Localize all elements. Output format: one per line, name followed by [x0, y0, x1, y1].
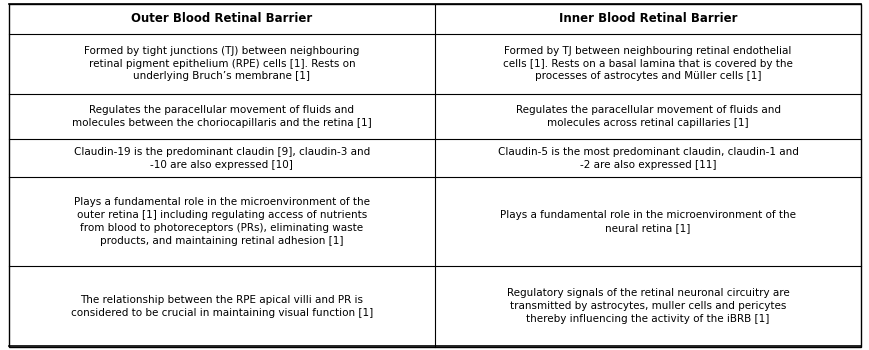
- Text: Formed by TJ between neighbouring retinal endothelial
cells [1]. Rests on a basa: Formed by TJ between neighbouring retina…: [502, 46, 793, 82]
- Text: Formed by tight junctions (TJ) between neighbouring
retinal pigment epithelium (: Formed by tight junctions (TJ) between n…: [84, 46, 359, 82]
- Text: Regulates the paracellular movement of fluids and
molecules across retinal capil: Regulates the paracellular movement of f…: [515, 105, 779, 128]
- Text: Regulates the paracellular movement of fluids and
molecules between the chorioca: Regulates the paracellular movement of f…: [72, 105, 371, 128]
- Text: Inner Blood Retinal Barrier: Inner Blood Retinal Barrier: [558, 12, 737, 25]
- Text: Regulatory signals of the retinal neuronal circuitry are
transmitted by astrocyt: Regulatory signals of the retinal neuron…: [506, 288, 789, 324]
- Text: Plays a fundamental role in the microenvironment of the
outer retina [1] includi: Plays a fundamental role in the microenv…: [74, 197, 369, 246]
- Text: Outer Blood Retinal Barrier: Outer Blood Retinal Barrier: [131, 12, 312, 25]
- Text: The relationship between the RPE apical villi and PR is
considered to be crucial: The relationship between the RPE apical …: [70, 295, 373, 317]
- Text: Plays a fundamental role in the microenvironment of the
neural retina [1]: Plays a fundamental role in the microenv…: [500, 210, 795, 233]
- Text: Claudin-19 is the predominant claudin [9], claudin-3 and
-10 are also expressed : Claudin-19 is the predominant claudin [9…: [74, 147, 369, 170]
- Text: Claudin-5 is the most predominant claudin, claudin-1 and
-2 are also expressed [: Claudin-5 is the most predominant claudi…: [497, 147, 798, 170]
